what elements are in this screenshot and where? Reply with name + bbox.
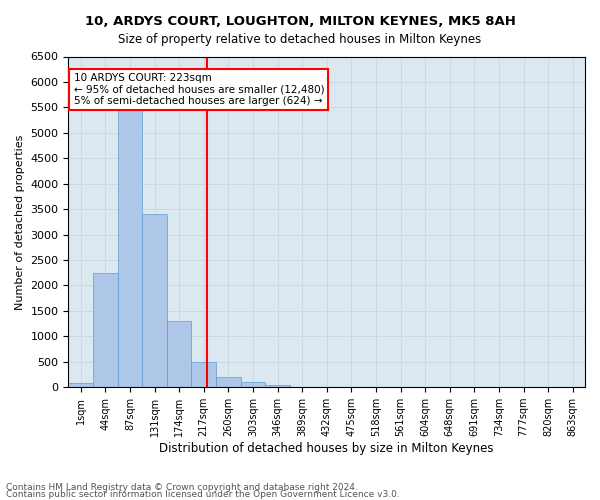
Bar: [68, 384, 93, 387]
Text: Contains public sector information licensed under the Open Government Licence v3: Contains public sector information licen…: [6, 490, 400, 499]
Bar: [241, 382, 265, 387]
Bar: [93, 272, 118, 387]
Bar: [167, 321, 191, 387]
Bar: [118, 110, 142, 387]
Bar: [191, 362, 216, 387]
Bar: [216, 376, 241, 387]
Y-axis label: Number of detached properties: Number of detached properties: [15, 134, 25, 310]
X-axis label: Distribution of detached houses by size in Milton Keynes: Distribution of detached houses by size …: [160, 442, 494, 455]
Text: Contains HM Land Registry data © Crown copyright and database right 2024.: Contains HM Land Registry data © Crown c…: [6, 484, 358, 492]
Text: 10 ARDYS COURT: 223sqm
← 95% of detached houses are smaller (12,480)
5% of semi-: 10 ARDYS COURT: 223sqm ← 95% of detached…: [74, 73, 324, 106]
Text: 10, ARDYS COURT, LOUGHTON, MILTON KEYNES, MK5 8AH: 10, ARDYS COURT, LOUGHTON, MILTON KEYNES…: [85, 15, 515, 28]
Bar: [265, 385, 290, 387]
Bar: [142, 214, 167, 387]
Text: Size of property relative to detached houses in Milton Keynes: Size of property relative to detached ho…: [118, 32, 482, 46]
